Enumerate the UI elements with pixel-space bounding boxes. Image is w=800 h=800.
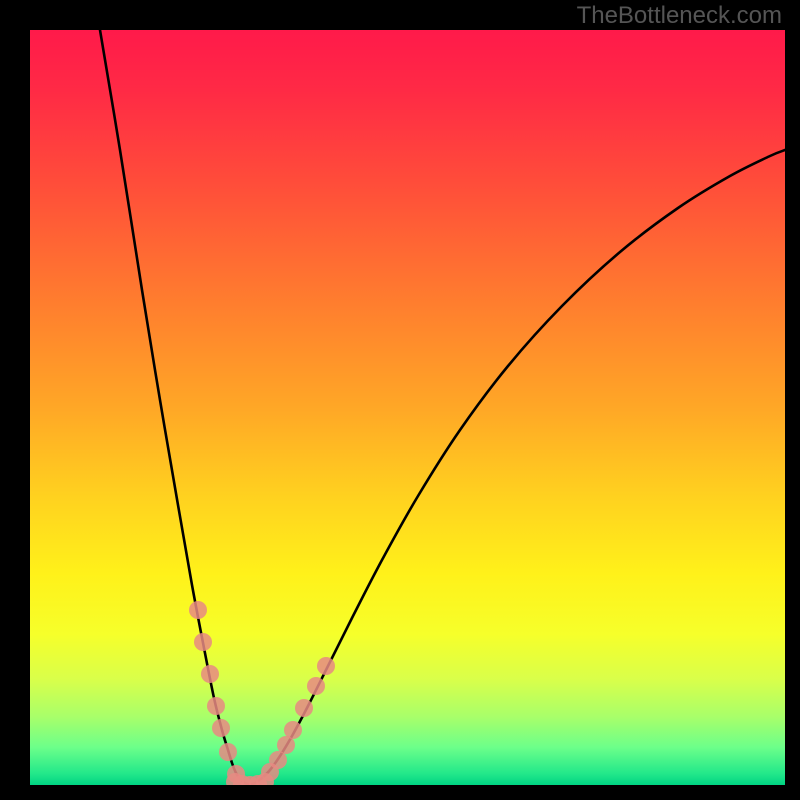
marker-left-0 bbox=[189, 601, 207, 619]
plot-area bbox=[30, 30, 785, 785]
marker-right-4 bbox=[295, 699, 313, 717]
marker-right-3 bbox=[284, 721, 302, 739]
curve-right bbox=[250, 150, 785, 785]
curve-left bbox=[100, 30, 250, 785]
marker-right-6 bbox=[317, 657, 335, 675]
marker-left-2 bbox=[201, 665, 219, 683]
figure-root: TheBottleneck.com bbox=[0, 0, 800, 800]
marker-left-1 bbox=[194, 633, 212, 651]
marker-left-4 bbox=[212, 719, 230, 737]
marker-left-3 bbox=[207, 697, 225, 715]
watermark-text: TheBottleneck.com bbox=[577, 2, 782, 30]
marker-right-5 bbox=[307, 677, 325, 695]
curve-layer bbox=[30, 30, 785, 785]
marker-group bbox=[189, 601, 335, 785]
marker-left-5 bbox=[219, 743, 237, 761]
